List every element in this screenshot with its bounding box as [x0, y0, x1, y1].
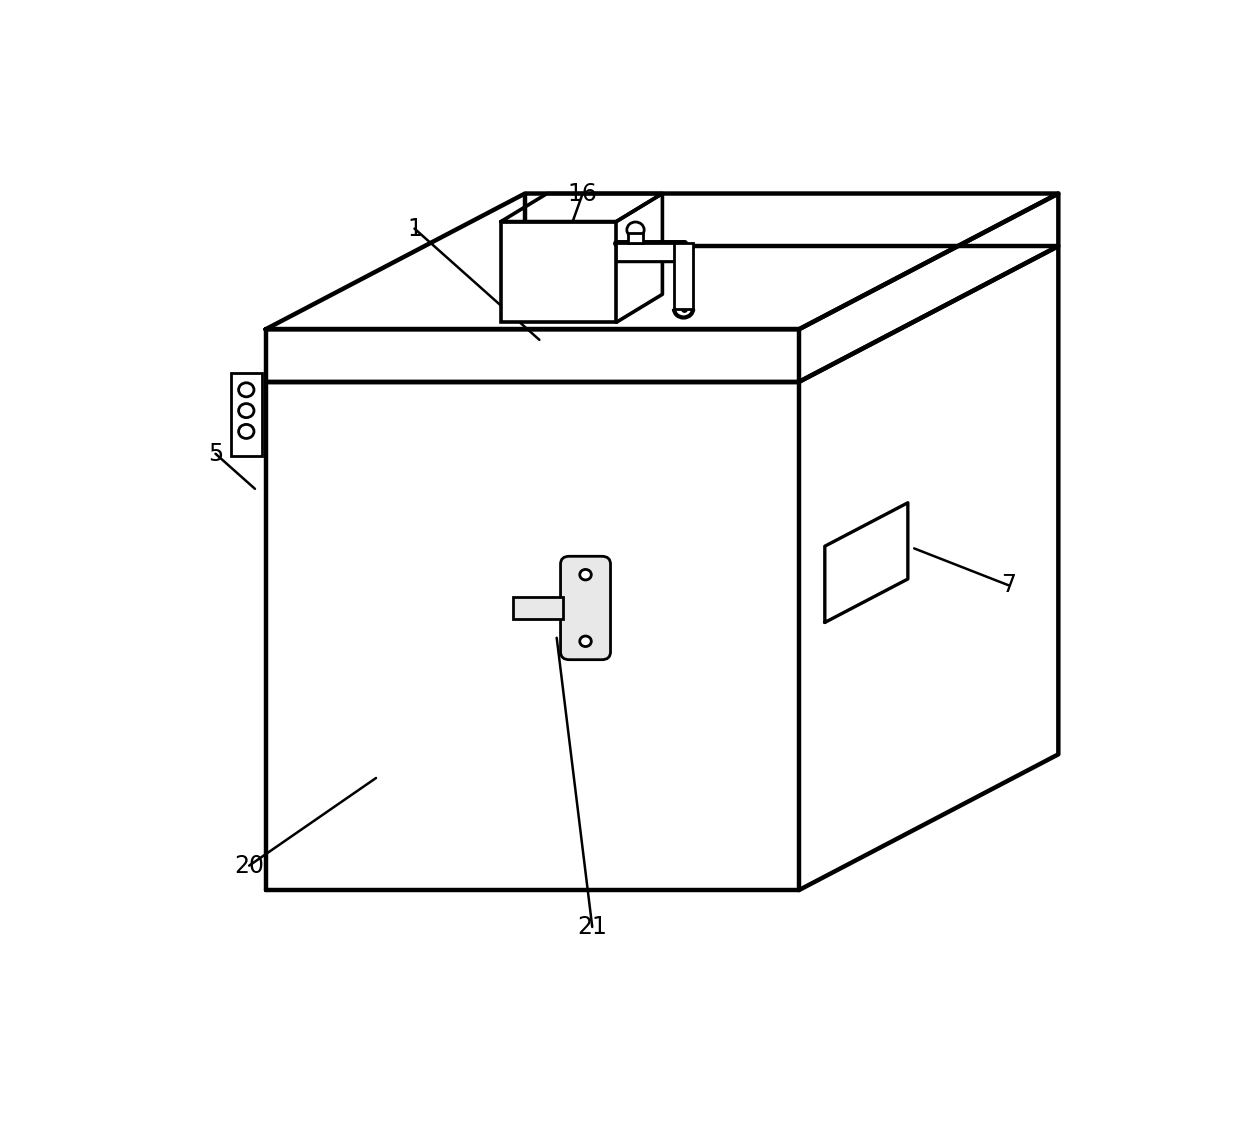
Circle shape: [580, 636, 591, 646]
Text: 20: 20: [234, 854, 264, 877]
Circle shape: [238, 404, 254, 418]
Circle shape: [238, 424, 254, 438]
Bar: [513, 597, 563, 619]
Text: 5: 5: [208, 442, 223, 465]
Circle shape: [580, 569, 591, 580]
Text: 7: 7: [1001, 574, 1016, 597]
Bar: [616, 244, 683, 261]
Text: 21: 21: [578, 915, 608, 939]
Bar: [675, 244, 693, 308]
FancyBboxPatch shape: [560, 556, 610, 660]
Text: 1: 1: [407, 216, 422, 240]
Bar: [231, 373, 262, 456]
Text: 16: 16: [568, 182, 598, 206]
Circle shape: [627, 222, 644, 238]
Bar: [501, 222, 616, 322]
Circle shape: [238, 382, 254, 397]
Bar: [627, 232, 644, 244]
